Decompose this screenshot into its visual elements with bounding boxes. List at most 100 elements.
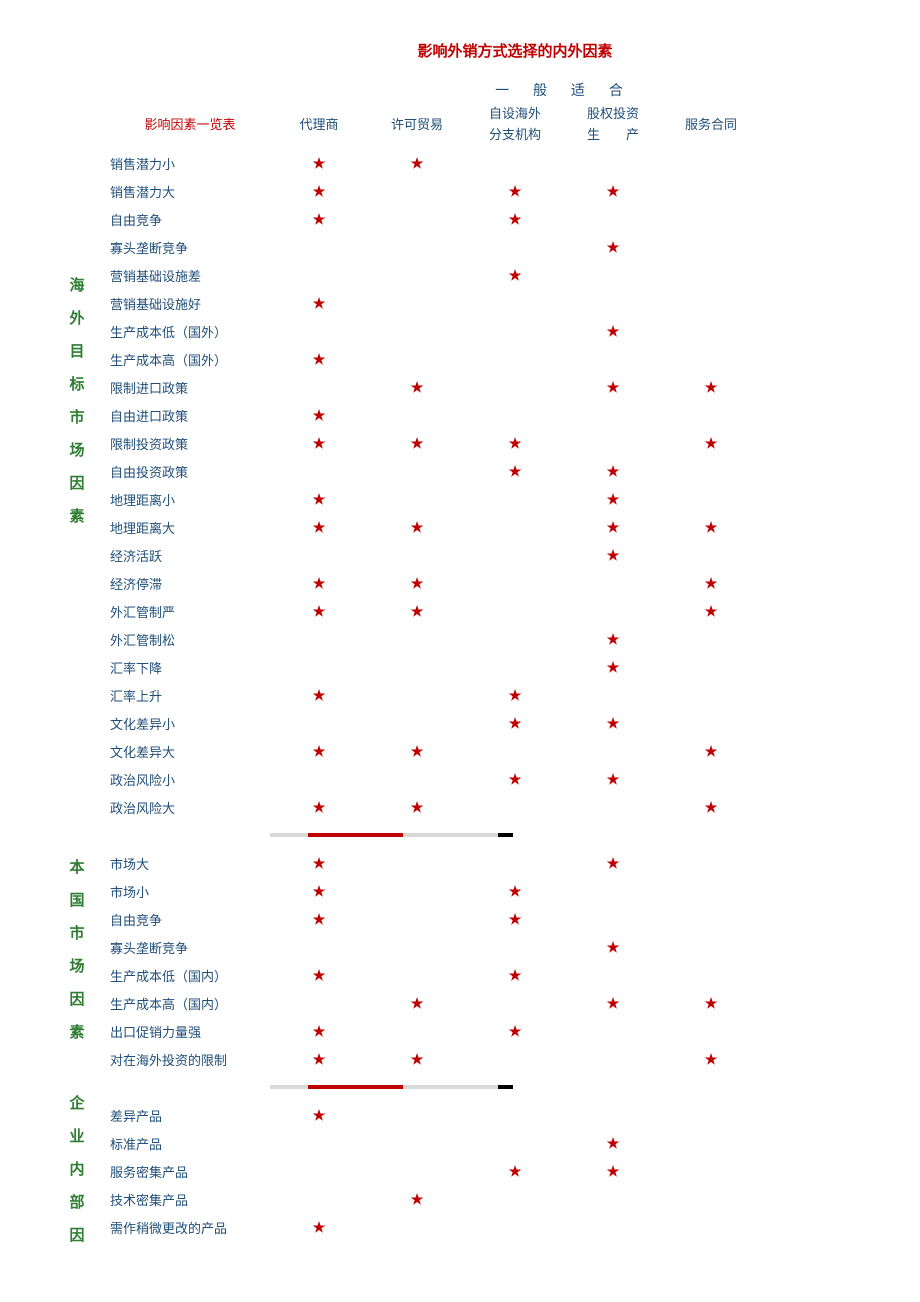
- section-divider: [270, 833, 650, 837]
- star-icon: ★: [509, 687, 522, 703]
- mark-cell: [368, 233, 466, 261]
- mark-cell: [368, 485, 466, 513]
- factor-list-title: 影响因素一览表: [110, 101, 270, 149]
- mark-cell: ★: [368, 737, 466, 765]
- star-icon: ★: [705, 435, 718, 451]
- star-icon: ★: [509, 211, 522, 227]
- mark-cell: ★: [466, 177, 564, 205]
- mark-cell: [466, 569, 564, 597]
- mark-cell: ★: [564, 373, 662, 401]
- mark-cell: [368, 765, 466, 793]
- mark-cell: ★: [270, 429, 368, 457]
- mark-cell: ★: [466, 765, 564, 793]
- mark-cell: [662, 1213, 760, 1241]
- factor-cell: 自由竞争: [110, 205, 270, 233]
- table-row: 生产成本高（国内）★★★: [110, 989, 760, 1017]
- star-icon: ★: [313, 435, 326, 451]
- mark-cell: ★: [466, 709, 564, 737]
- mark-cell: [564, 1101, 662, 1129]
- mark-cell: ★: [270, 513, 368, 541]
- mark-cell: [564, 1185, 662, 1213]
- mark-cell: ★: [270, 485, 368, 513]
- star-icon: ★: [313, 1023, 326, 1039]
- mark-cell: ★: [564, 177, 662, 205]
- mark-cell: ★: [466, 261, 564, 289]
- mark-cell: ★: [564, 317, 662, 345]
- factor-cell: 寡头垄断竞争: [110, 933, 270, 961]
- table-row: 生产成本低（国内）★★: [110, 961, 760, 989]
- factor-cell: 差异产品: [110, 1101, 270, 1129]
- mark-cell: [368, 653, 466, 681]
- star-icon: ★: [607, 463, 620, 479]
- mark-cell: [662, 653, 760, 681]
- col-header-0: 代理商: [270, 101, 368, 149]
- star-icon: ★: [607, 995, 620, 1011]
- mark-cell: ★: [368, 149, 466, 177]
- table-row: 外汇管制严★★★: [110, 597, 760, 625]
- mark-cell: ★: [662, 597, 760, 625]
- section-domestic-body: 市场大★★市场小★★自由竞争★★寡头垄断竞争★生产成本低（国内）★★生产成本高（…: [110, 849, 760, 1073]
- mark-cell: [662, 905, 760, 933]
- factor-cell: 对在海外投资的限制: [110, 1045, 270, 1073]
- star-icon: ★: [313, 603, 326, 619]
- mark-cell: [270, 233, 368, 261]
- factor-cell: 限制进口政策: [110, 373, 270, 401]
- star-icon: ★: [313, 799, 326, 815]
- mark-cell: ★: [564, 989, 662, 1017]
- mark-cell: [662, 289, 760, 317]
- mark-cell: [662, 177, 760, 205]
- star-icon: ★: [313, 967, 326, 983]
- table-row: 营销基础设施好★: [110, 289, 760, 317]
- mark-cell: ★: [564, 653, 662, 681]
- mark-cell: [270, 989, 368, 1017]
- mark-cell: [368, 877, 466, 905]
- mark-cell: ★: [270, 1045, 368, 1073]
- mark-cell: [564, 1017, 662, 1045]
- factor-cell: 标准产品: [110, 1129, 270, 1157]
- table-row: 外汇管制松★: [110, 625, 760, 653]
- col-header-2: 自设海外分支机构: [466, 101, 564, 149]
- mark-cell: [466, 233, 564, 261]
- star-icon: ★: [607, 379, 620, 395]
- mark-cell: ★: [466, 1157, 564, 1185]
- mark-cell: [368, 625, 466, 653]
- star-icon: ★: [411, 435, 424, 451]
- mark-cell: [662, 681, 760, 709]
- mark-cell: ★: [466, 905, 564, 933]
- mark-cell: ★: [270, 149, 368, 177]
- star-icon: ★: [411, 799, 424, 815]
- table-row: 标准产品★: [110, 1129, 760, 1157]
- mark-cell: ★: [368, 793, 466, 821]
- star-icon: ★: [509, 967, 522, 983]
- divider-row-1: [110, 821, 760, 849]
- mark-cell: [466, 737, 564, 765]
- mark-cell: [368, 345, 466, 373]
- mark-cell: [662, 401, 760, 429]
- table-row: 政治风险大★★★: [110, 793, 760, 821]
- factor-cell: 文化差异小: [110, 709, 270, 737]
- mark-cell: [662, 205, 760, 233]
- table-row: 需作稍微更改的产品★: [110, 1213, 760, 1241]
- mark-cell: ★: [270, 345, 368, 373]
- table-row: 生产成本高（国外）★: [110, 345, 760, 373]
- star-icon: ★: [705, 575, 718, 591]
- mark-cell: [466, 597, 564, 625]
- mark-cell: ★: [466, 877, 564, 905]
- table-row: 经济活跃★: [110, 541, 760, 569]
- mark-cell: ★: [368, 989, 466, 1017]
- mark-cell: [466, 1101, 564, 1129]
- star-icon: ★: [411, 379, 424, 395]
- mark-cell: ★: [270, 569, 368, 597]
- table-row: 限制进口政策★★★: [110, 373, 760, 401]
- mark-cell: ★: [368, 513, 466, 541]
- star-icon: ★: [705, 519, 718, 535]
- star-icon: ★: [313, 491, 326, 507]
- mark-cell: [368, 317, 466, 345]
- table-row: 自由进口政策★: [110, 401, 760, 429]
- table-row: 对在海外投资的限制★★★: [110, 1045, 760, 1073]
- table-row: 寡头垄断竞争★: [110, 233, 760, 261]
- star-icon: ★: [313, 911, 326, 927]
- mark-cell: [564, 289, 662, 317]
- star-icon: ★: [607, 323, 620, 339]
- table-row: 地理距离小★★: [110, 485, 760, 513]
